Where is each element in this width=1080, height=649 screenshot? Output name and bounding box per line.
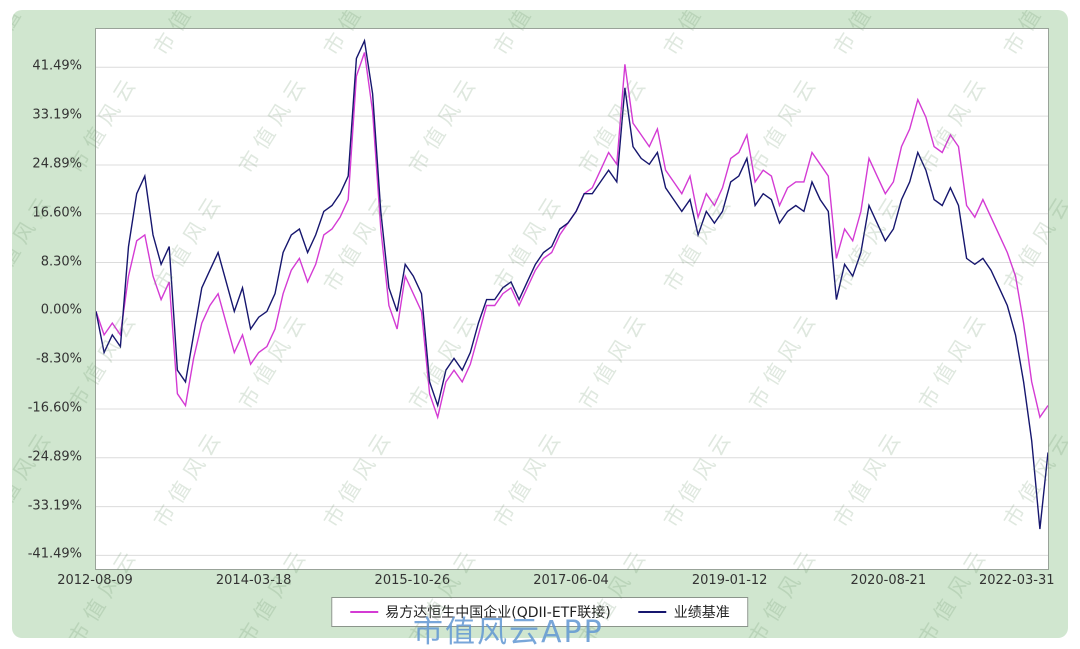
x-tick-label: 2015-10-26 <box>374 573 451 588</box>
performance-chart <box>96 38 1048 556</box>
y-axis: 41.49% 33.19% 24.89% 16.60% 8.30% 0.00% -8.30%… <box>12 28 89 568</box>
x-tick-label: 2017-06-04 <box>533 573 609 588</box>
benchmark-legend-label: 业绩基准 <box>673 605 730 621</box>
legend: 易方达恒生中国企业(QDII-ETF联接) 业绩基准 <box>331 597 749 627</box>
y-tick-label: 16.60% <box>32 205 82 221</box>
benchmark-series-line <box>96 38 1048 530</box>
legend-item-fund: 易方达恒生中国企业(QDII-ETF联接) <box>350 602 611 622</box>
y-tick-label: -16.60% <box>27 400 82 416</box>
y-tick-label: 24.89% <box>32 156 82 172</box>
fund-legend-label: 易方达恒生中国企业(QDII-ETF联接) <box>385 605 611 621</box>
x-tick-label: 2012-08-09 <box>57 573 133 588</box>
y-tick-label: 33.19% <box>32 107 82 123</box>
chart-panel: 41.49% 33.19% 24.89% 16.60% 8.30% 0.00% -8.30%… <box>12 10 1068 649</box>
legend-item-benchmark: 业绩基准 <box>638 602 730 622</box>
x-tick-label: 2020-08-21 <box>850 573 927 588</box>
benchmark-line-swatch <box>638 611 667 613</box>
y-tick-label: -41.49% <box>27 546 82 562</box>
x-tick-label: 2014-03-18 <box>215 573 292 588</box>
x-tick-label: 2019-01-12 <box>691 573 768 588</box>
y-tick-label: -8.30% <box>36 351 82 367</box>
plot-area <box>95 28 1049 570</box>
y-tick-label: 8.30% <box>40 254 82 270</box>
y-tick-label: 41.49% <box>32 58 82 74</box>
y-tick-label: -33.19% <box>27 498 82 514</box>
x-tick-label: 2022-03-31 <box>978 573 1055 588</box>
x-axis: 2012-08-09 2014-03-18 2015-10-26 2017-06-04… <box>57 573 1054 591</box>
fund-line-swatch <box>350 611 379 613</box>
y-tick-label: 0.00% <box>40 302 82 318</box>
fund-series-line <box>96 52 1048 420</box>
y-tick-label: -24.89% <box>27 449 82 465</box>
